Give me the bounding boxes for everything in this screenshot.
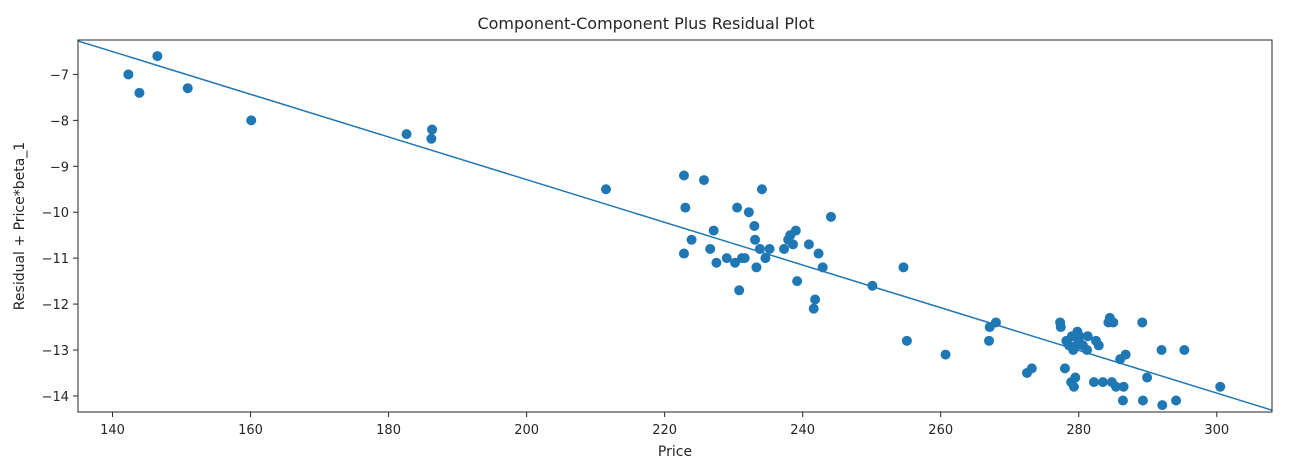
scatter-point: [1082, 331, 1093, 342]
plot-frame: [77, 39, 1273, 413]
scatter-point: [754, 243, 765, 254]
scatter-point: [426, 133, 437, 144]
scatter-point: [779, 243, 790, 254]
scatter-point: [867, 280, 878, 291]
scatter-point: [182, 83, 193, 94]
y-tick-label: −10: [42, 206, 69, 221]
scatter-point: [1156, 345, 1167, 355]
scatter-point: [756, 184, 767, 195]
scatter-point: [678, 248, 689, 259]
y-axis-ticks: −7 −8 −9 −10 −11 −12 −13 −14: [42, 68, 78, 405]
scatter-point: [743, 207, 754, 218]
scatter-point: [760, 253, 771, 264]
scatter-point: [600, 184, 611, 195]
scatter-point: [940, 349, 951, 360]
x-tick-label: 160: [238, 423, 263, 438]
scatter-point: [678, 170, 689, 181]
x-tick-label: 220: [652, 423, 677, 438]
y-tick-label: −12: [42, 298, 69, 313]
scatter-point: [1157, 400, 1168, 411]
scatter-point: [721, 253, 732, 264]
scatter-point: [1082, 345, 1093, 355]
y-tick-label: −7: [50, 68, 69, 83]
scatter-point: [901, 335, 912, 346]
scatter-point: [1215, 381, 1226, 392]
scatter-point: [1179, 345, 1190, 355]
scatter-point: [1108, 317, 1119, 328]
scatter-point: [427, 124, 438, 135]
scatter-point: [1055, 322, 1066, 333]
scatter-point: [750, 234, 761, 245]
scatter-point: [708, 225, 719, 236]
x-tick-label: 240: [790, 423, 815, 438]
scatter-point: [1088, 377, 1099, 388]
chart-title: Component-Component Plus Residual Plot: [477, 14, 814, 33]
scatter-point: [810, 294, 821, 305]
x-tick-label: 200: [514, 423, 539, 438]
scatter-point: [751, 262, 762, 273]
plot-area: [77, 39, 1273, 413]
scatter-point: [788, 239, 799, 250]
scatter-point: [1137, 317, 1148, 328]
scatter-point: [732, 202, 743, 213]
scatter-point: [698, 175, 709, 186]
scatter-point: [734, 285, 745, 296]
x-tick-label: 280: [1066, 423, 1091, 438]
scatter-point: [134, 87, 145, 98]
scatter-point: [1171, 395, 1182, 406]
scatter-point: [401, 129, 412, 140]
y-tick-label: −9: [50, 160, 69, 175]
scatter-point: [749, 221, 760, 231]
y-tick-label: −13: [42, 344, 69, 359]
scatter-point: [1093, 340, 1104, 351]
scatter-point: [686, 234, 697, 245]
fit-line: [78, 40, 1272, 411]
scatter-point: [1059, 363, 1070, 374]
x-tick-label: 260: [928, 423, 953, 438]
scatter-point: [1142, 372, 1153, 383]
scatter-point: [813, 248, 824, 259]
scatter-point: [790, 225, 801, 236]
y-axis-label: Residual + Price*beta_1: [12, 142, 28, 310]
scatter-point: [898, 262, 909, 273]
scatter-point: [764, 243, 775, 254]
scatter-point: [1097, 377, 1108, 388]
scatter-point: [825, 211, 836, 222]
scatter-point: [1026, 363, 1037, 374]
scatter-point: [1137, 395, 1148, 406]
scatter-point: [1117, 395, 1128, 406]
scatter-point: [1074, 331, 1085, 342]
y-tick-label: −8: [50, 114, 69, 129]
scatter-point: [803, 239, 814, 250]
scatter-point: [152, 51, 163, 62]
x-tick-label: 140: [100, 423, 125, 438]
scatter-point: [792, 276, 803, 287]
x-tick-label: 300: [1204, 423, 1229, 438]
x-tick-label: 180: [376, 423, 401, 438]
scatter-point: [817, 262, 828, 273]
x-axis-ticks: 140 160 180 200 220 240 260 280 300: [100, 412, 1229, 438]
scatter-point: [990, 317, 1001, 328]
scatter-point: [680, 202, 691, 213]
y-tick-label: −11: [42, 252, 69, 267]
scatter-point: [246, 115, 257, 126]
scatter-point: [739, 253, 750, 264]
scatter-point: [1118, 381, 1129, 392]
x-axis-label: Price: [658, 444, 692, 460]
scatter-point: [808, 303, 819, 314]
scatter-point: [705, 243, 716, 254]
scatter-point: [1068, 381, 1079, 392]
scatter-point: [123, 69, 134, 80]
y-tick-label: −14: [42, 390, 69, 405]
scatter-point: [984, 335, 995, 346]
scatter-point: [1111, 381, 1122, 392]
scatter-point: [1120, 349, 1131, 360]
scatter-point: [711, 257, 722, 268]
scatter-point: [1070, 372, 1081, 383]
